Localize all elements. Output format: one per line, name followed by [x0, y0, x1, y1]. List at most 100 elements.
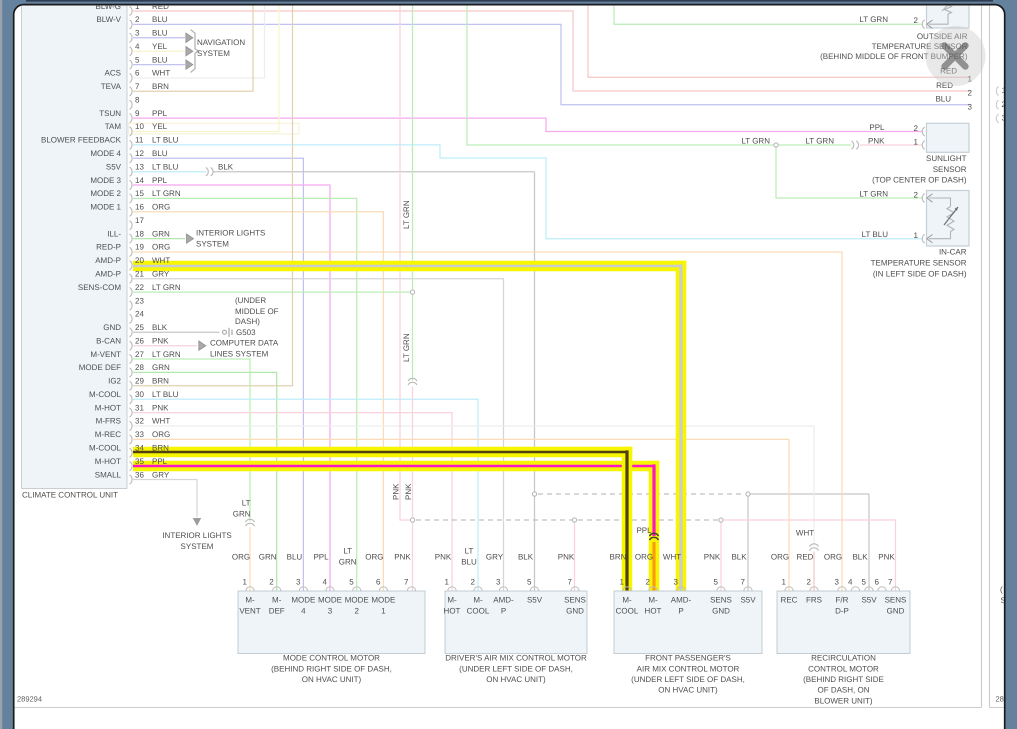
svg-text:35: 35 [135, 457, 144, 466]
svg-text:(TOP CENTER OF DASH): (TOP CENTER OF DASH) [872, 176, 967, 185]
svg-text:8: 8 [135, 96, 140, 105]
svg-text:3: 3 [835, 578, 840, 587]
svg-text:2: 2 [354, 607, 359, 616]
svg-text:ON HVAC UNIT): ON HVAC UNIT) [302, 675, 362, 684]
svg-text:LT GRN: LT GRN [402, 333, 411, 362]
svg-text:18: 18 [135, 229, 144, 238]
svg-text:SENS: SENS [564, 596, 586, 605]
svg-text:5: 5 [349, 578, 354, 587]
svg-text:M-: M- [245, 596, 255, 605]
svg-text:4: 4 [135, 42, 140, 51]
svg-text:BLOWER UNIT): BLOWER UNIT) [814, 696, 873, 705]
svg-text:BLU: BLU [935, 95, 951, 104]
svg-text:BLU: BLU [461, 558, 477, 567]
svg-text:GRY: GRY [152, 470, 170, 479]
svg-text:13: 13 [135, 162, 144, 171]
svg-text:PPL: PPL [636, 526, 652, 535]
svg-text:PPL: PPL [313, 553, 329, 562]
svg-text:GND: GND [566, 607, 584, 616]
svg-text:PNK: PNK [878, 553, 895, 562]
svg-text:MODE: MODE [318, 596, 342, 605]
svg-text:27: 27 [135, 350, 144, 359]
svg-text:6: 6 [875, 578, 880, 587]
svg-text:289294: 289294 [17, 694, 42, 703]
svg-text:4: 4 [323, 578, 328, 587]
svg-text:1: 1 [914, 231, 919, 240]
svg-text:MODE 4: MODE 4 [90, 149, 121, 158]
svg-text:1: 1 [968, 75, 973, 84]
svg-text:TAM: TAM [105, 122, 122, 131]
svg-text:PPL: PPL [152, 109, 168, 118]
svg-text:BLU: BLU [152, 15, 168, 24]
svg-text:M-: M- [473, 596, 483, 605]
svg-text:BLU: BLU [152, 149, 168, 158]
svg-text:GRN: GRN [259, 553, 277, 562]
svg-text:IN-CAR: IN-CAR [939, 248, 967, 257]
svg-text:AMD-: AMD- [493, 596, 514, 605]
svg-text:2: 2 [135, 15, 140, 24]
svg-text:PNK: PNK [868, 136, 885, 145]
svg-text:M-: M- [447, 596, 457, 605]
svg-text:6: 6 [376, 578, 381, 587]
svg-text:7: 7 [135, 82, 140, 91]
svg-text:WHT: WHT [796, 529, 814, 538]
svg-text:RED: RED [936, 81, 953, 90]
svg-text:22: 22 [135, 283, 144, 292]
svg-text:DRIVER'S AIR MIX CONTROL MOTOR: DRIVER'S AIR MIX CONTROL MOTOR [445, 654, 587, 663]
svg-text:PNK: PNK [152, 403, 169, 412]
svg-text:HOT: HOT [645, 607, 662, 616]
svg-text:28: 28 [135, 363, 144, 372]
svg-text:5: 5 [862, 578, 867, 587]
svg-text:LT BLU: LT BLU [152, 136, 179, 145]
svg-text:ORG: ORG [232, 553, 250, 562]
svg-text:ILL-: ILL- [107, 229, 121, 238]
svg-text:17: 17 [135, 216, 144, 225]
svg-text:MODE DEF: MODE DEF [79, 363, 121, 372]
svg-text:19: 19 [135, 243, 144, 252]
svg-text:ORG: ORG [152, 203, 170, 212]
svg-text:2: 2 [807, 578, 812, 587]
svg-text:RECIRCULATION: RECIRCULATION [811, 654, 876, 663]
svg-text:(UNDER: (UNDER [235, 296, 266, 305]
svg-text:LT BLU: LT BLU [862, 230, 889, 239]
svg-text:MODE 1: MODE 1 [90, 203, 121, 212]
svg-text:BRN: BRN [610, 553, 627, 562]
svg-text:2: 2 [914, 124, 919, 133]
svg-text:M-VENT: M-VENT [90, 350, 121, 359]
svg-text:1: 1 [135, 2, 140, 11]
svg-text:(: ( [1000, 585, 1003, 594]
svg-text:BRN: BRN [152, 377, 169, 386]
svg-text:3: 3 [968, 103, 973, 112]
svg-text:31: 31 [135, 403, 144, 412]
svg-text:4: 4 [301, 607, 306, 616]
svg-text:LINES SYSTEM: LINES SYSTEM [210, 350, 269, 359]
svg-text:GND: GND [887, 607, 905, 616]
svg-text:M-: M- [272, 596, 282, 605]
svg-text:RED: RED [797, 553, 814, 562]
svg-text:LT BLU: LT BLU [152, 162, 179, 171]
svg-text:BLK: BLK [731, 553, 747, 562]
svg-text:BLOWER FEEDBACK: BLOWER FEEDBACK [41, 136, 122, 145]
svg-text:LT GRN: LT GRN [402, 200, 411, 229]
svg-text:GND: GND [103, 323, 121, 332]
svg-text:CONTROL MOTOR: CONTROL MOTOR [808, 664, 879, 673]
svg-text:PNK: PNK [704, 553, 721, 562]
svg-text:2: 2 [646, 578, 651, 587]
svg-text:SUNLIGHT: SUNLIGHT [926, 154, 967, 163]
svg-text:(BEHIND MIDDLE OF FRONT BUMPER: (BEHIND MIDDLE OF FRONT BUMPER) [820, 52, 968, 61]
svg-text:M-REC: M-REC [95, 430, 121, 439]
svg-text:MODE: MODE [291, 596, 315, 605]
svg-text:SENSOR: SENSOR [933, 165, 967, 174]
svg-text:2: 2 [914, 16, 919, 25]
svg-text:23: 23 [135, 296, 144, 305]
svg-text:26: 26 [135, 336, 144, 345]
svg-text:WHT: WHT [152, 69, 170, 78]
svg-text:36: 36 [135, 470, 144, 479]
svg-text:LT GRN: LT GRN [859, 189, 888, 198]
svg-text:SMALL: SMALL [95, 470, 122, 479]
svg-text:5: 5 [527, 578, 532, 587]
svg-text:IG2: IG2 [108, 377, 121, 386]
svg-text:LT GRN: LT GRN [859, 15, 888, 24]
svg-text:WHT: WHT [663, 553, 681, 562]
svg-text:P: P [678, 607, 683, 616]
